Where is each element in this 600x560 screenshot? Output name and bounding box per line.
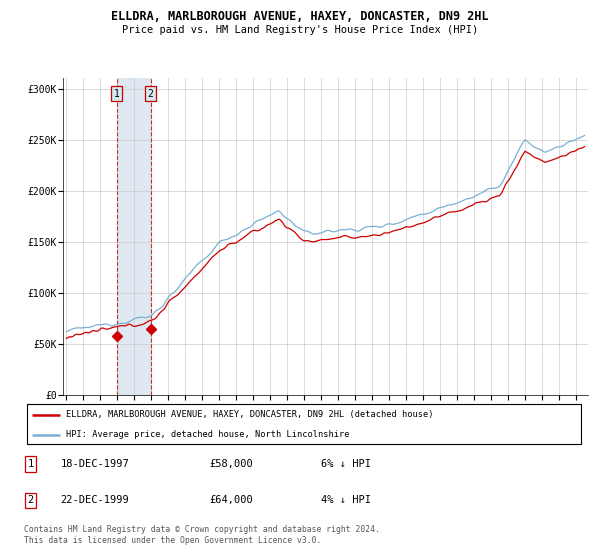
- Text: ELLDRA, MARLBOROUGH AVENUE, HAXEY, DONCASTER, DN9 2HL: ELLDRA, MARLBOROUGH AVENUE, HAXEY, DONCA…: [111, 10, 489, 23]
- Text: 4% ↓ HPI: 4% ↓ HPI: [322, 496, 371, 506]
- Text: 18-DEC-1997: 18-DEC-1997: [61, 459, 129, 469]
- Text: 2: 2: [28, 496, 34, 506]
- Text: 1: 1: [114, 88, 119, 99]
- Text: 2: 2: [148, 88, 154, 99]
- Text: ELLDRA, MARLBOROUGH AVENUE, HAXEY, DONCASTER, DN9 2HL (detached house): ELLDRA, MARLBOROUGH AVENUE, HAXEY, DONCA…: [66, 410, 434, 419]
- Text: HPI: Average price, detached house, North Lincolnshire: HPI: Average price, detached house, Nort…: [66, 430, 350, 439]
- Text: 22-DEC-1999: 22-DEC-1999: [61, 496, 129, 506]
- FancyBboxPatch shape: [27, 404, 581, 445]
- Text: 1: 1: [28, 459, 34, 469]
- Text: £64,000: £64,000: [209, 496, 253, 506]
- Text: Price paid vs. HM Land Registry's House Price Index (HPI): Price paid vs. HM Land Registry's House …: [122, 25, 478, 35]
- Text: Contains HM Land Registry data © Crown copyright and database right 2024.
This d: Contains HM Land Registry data © Crown c…: [24, 525, 380, 545]
- Text: £58,000: £58,000: [209, 459, 253, 469]
- Text: 6% ↓ HPI: 6% ↓ HPI: [322, 459, 371, 469]
